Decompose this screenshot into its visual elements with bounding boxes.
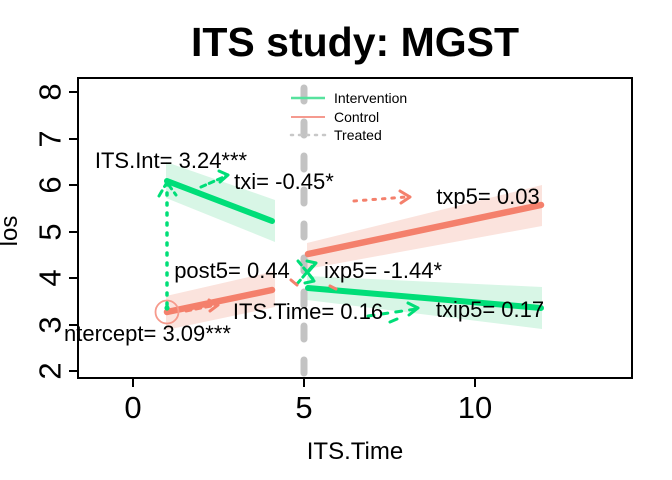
y-tick-label: 5: [33, 223, 68, 240]
txi-effect-arrow: [199, 169, 230, 189]
txip5-effect-arrow: [366, 301, 420, 324]
y-axis-label: los: [0, 216, 23, 247]
annotation-txi: txi= -0.45*: [234, 169, 334, 194]
annotation-intercept: ntercept= 3.09***: [64, 321, 231, 346]
y-tick-label: 4: [33, 269, 68, 286]
plot-border: [77, 77, 633, 379]
plot-title: ITS study: MGST: [191, 19, 519, 65]
txp5-effect-arrow: [352, 189, 412, 205]
x-axis-ticks: [132, 378, 476, 387]
x-tick-label: 0: [124, 390, 141, 425]
intervention-pre-line: [164, 178, 275, 224]
ixp5-red-dashes: [289, 278, 338, 291]
legend-label-treated: Treated: [334, 127, 382, 143]
y-tick-label: 6: [33, 176, 68, 193]
annotation-ixp5: ixp5= -1.44*: [324, 258, 442, 283]
annotation-txip5: txip5= 0.17: [436, 297, 544, 322]
control-pre-line: [163, 286, 276, 316]
intervention-post-ci-band: [307, 276, 542, 329]
annotation-its-int: ITS.Int= 3.24***: [95, 148, 248, 173]
legend-item-intervention: Intervention: [291, 90, 407, 106]
y-tick-label: 3: [33, 316, 68, 333]
x-tick-label: 10: [458, 390, 492, 425]
y-tick-label: 7: [33, 130, 68, 147]
legend: Intervention Control Treated: [289, 90, 407, 143]
its-int-jump-arrowhead: [157, 182, 178, 198]
its-time-effect-arrow: [184, 298, 220, 313]
control-post-line: [304, 201, 545, 258]
intervention-start-dot: [164, 305, 170, 311]
x-axis-label: ITS.Time: [307, 438, 403, 465]
annotation-post5: post5= 0.44: [174, 258, 290, 283]
legend-item-control: Control: [291, 109, 379, 125]
y-tick-label: 2: [33, 362, 68, 379]
y-tick-label: 8: [33, 83, 68, 100]
x-tick-label: 5: [295, 390, 312, 425]
legend-label-intervention: Intervention: [334, 90, 407, 106]
legend-label-control: Control: [334, 109, 379, 125]
annotation-txp5: txp5= 0.03: [436, 184, 539, 209]
intervention-post-line: [305, 285, 544, 311]
y-axis-ticks: [69, 91, 78, 372]
ixp5-effect-arrows: [295, 259, 318, 286]
annotation-its-time: ITS.Time= 0.16: [233, 299, 383, 324]
legend-item-treated: Treated: [289, 127, 382, 143]
intercept-circle-marker: [154, 299, 180, 325]
